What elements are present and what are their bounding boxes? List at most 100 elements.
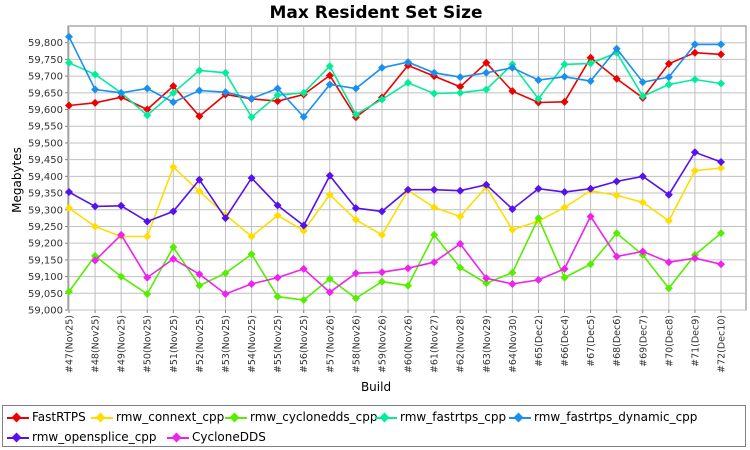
data-point-rmw-opensplice-cpp <box>377 207 386 216</box>
data-point-cyclonedds <box>664 258 673 267</box>
x-tick-label: #64(Nov30) <box>508 315 519 373</box>
data-point-rmw-cyclonedds-cpp <box>143 289 152 298</box>
axis-layer: 59,000 59,050 59,100 59,150 59,200 59,250 59,3… <box>28 38 728 373</box>
y-tick-label: 59,100 <box>28 272 63 283</box>
data-point-rmw-cyclonedds-cpp <box>273 292 282 301</box>
data-point-rmw-connext-cpp <box>612 191 621 200</box>
x-tick-label: #50(Nov25) <box>143 315 154 373</box>
legend-swatch-rmw-opensplice-cpp <box>7 432 29 443</box>
data-point-cyclonedds <box>482 274 491 283</box>
data-point-rmw-fastrtps-dynamic-cpp <box>377 63 386 72</box>
data-point-rmw-opensplice-cpp <box>117 201 126 210</box>
data-point-rmw-fastrtps-dynamic-cpp <box>117 88 126 97</box>
data-point-rmw-fastrtps-dynamic-cpp <box>717 40 725 49</box>
data-point-rmw-fastrtps-cpp <box>91 70 100 79</box>
x-tick-label: #71(Dec9) <box>690 315 701 367</box>
data-point-rmw-connext-cpp <box>430 203 439 212</box>
data-point-rmw-cyclonedds-cpp <box>169 243 178 252</box>
data-point-rmw-fastrtps-dynamic-cpp <box>143 84 152 93</box>
data-point-rmw-fastrtps-dynamic-cpp <box>534 76 543 85</box>
data-point-rmw-opensplice-cpp <box>325 171 334 180</box>
x-tick-label: #61(Nov27) <box>430 315 441 373</box>
data-point-cyclonedds <box>586 212 595 221</box>
data-point-rmw-fastrtps-cpp <box>430 89 439 98</box>
data-point-cyclonedds <box>247 279 256 288</box>
legend-label: rmw_opensplice_cpp <box>32 430 157 444</box>
data-point-rmw-fastrtps-cpp <box>325 62 334 71</box>
data-point-rmw-cyclonedds-cpp <box>377 277 386 286</box>
data-point-cyclonedds <box>91 256 100 265</box>
data-point-rmw-fastrtps-cpp <box>143 111 152 120</box>
data-point-rmw-cyclonedds-cpp <box>534 214 543 223</box>
data-point-rmw-cyclonedds-cpp <box>221 269 230 278</box>
data-point-cyclonedds <box>325 288 334 297</box>
data-point-rmw-connext-cpp <box>299 226 308 235</box>
data-point-cyclonedds <box>351 269 360 278</box>
data-point-rmw-fastrtps-cpp <box>273 91 282 100</box>
legend-item-rmw-fastrtps-cpp: rmw_fastrtps_cpp <box>375 410 506 424</box>
legend-label: FastRTPS <box>32 410 86 424</box>
data-point-rmw-cyclonedds-cpp <box>247 250 256 259</box>
x-tick-label: #63(Nov29) <box>482 315 493 373</box>
y-tick-label: 59,750 <box>28 55 63 66</box>
data-point-rmw-opensplice-cpp <box>404 185 413 194</box>
data-point-rmw-cyclonedds-cpp <box>456 263 465 272</box>
x-tick-label: #72(Dec10) <box>717 315 728 373</box>
data-point-cyclonedds <box>690 254 699 263</box>
data-point-cyclonedds <box>377 268 386 277</box>
x-tick-label: #52(Nov25) <box>195 315 206 373</box>
x-tick-label: #56(Nov25) <box>299 315 310 373</box>
data-point-rmw-connext-cpp <box>508 225 517 234</box>
data-point-rmw-fastrtps-dynamic-cpp <box>456 73 465 82</box>
data-point-rmw-opensplice-cpp <box>65 188 73 197</box>
legend-label: rmw_connext_cpp <box>116 410 225 424</box>
x-tick-label: #58(Nov26) <box>351 315 362 373</box>
y-tick-label: 59,500 <box>28 138 63 149</box>
data-point-rmw-fastrtps-dynamic-cpp <box>430 68 439 77</box>
data-point-fastrtps <box>482 58 491 67</box>
x-tick-label: #65(Dec2) <box>534 315 545 367</box>
data-point-rmw-fastrtps-cpp <box>377 95 386 104</box>
data-point-fastrtps <box>65 101 73 110</box>
chart-title: Max Resident Set Size <box>270 3 483 23</box>
data-point-rmw-opensplice-cpp <box>690 148 699 157</box>
data-point-rmw-fastrtps-dynamic-cpp <box>690 40 699 49</box>
data-point-rmw-fastrtps-cpp <box>456 88 465 97</box>
data-point-cyclonedds <box>404 264 413 273</box>
data-point-rmw-fastrtps-dynamic-cpp <box>247 94 256 103</box>
x-tick-label: #57(Nov26) <box>325 315 336 373</box>
legend-item-rmw-opensplice-cpp: rmw_opensplice_cpp <box>7 430 157 444</box>
data-point-rmw-cyclonedds-cpp <box>612 229 621 238</box>
data-point-fastrtps <box>612 74 621 83</box>
data-point-rmw-fastrtps-dynamic-cpp <box>664 73 673 82</box>
series-line-fastrtps <box>68 51 722 119</box>
data-point-rmw-cyclonedds-cpp <box>508 268 517 277</box>
data-point-rmw-cyclonedds-cpp <box>404 281 413 290</box>
data-point-rmw-connext-cpp <box>195 187 204 196</box>
y-tick-label: 59,200 <box>28 239 63 250</box>
legend-swatch-rmw-connext-cpp <box>91 412 113 423</box>
legend-swatch-rmw-cyclonedds-cpp <box>225 412 247 423</box>
legend-item-rmw-connext-cpp: rmw_connext_cpp <box>91 410 224 424</box>
data-point-cyclonedds <box>195 270 204 279</box>
data-point-rmw-opensplice-cpp <box>273 201 282 210</box>
data-point-rmw-fastrtps-dynamic-cpp <box>482 68 491 77</box>
data-point-cyclonedds <box>560 264 569 273</box>
data-point-fastrtps <box>325 71 334 80</box>
data-point-rmw-fastrtps-cpp <box>482 85 491 94</box>
data-point-rmw-opensplice-cpp <box>247 174 256 183</box>
data-point-rmw-opensplice-cpp <box>664 190 673 199</box>
data-point-fastrtps <box>273 97 282 106</box>
data-point-rmw-fastrtps-cpp <box>65 58 73 67</box>
data-point-rmw-opensplice-cpp <box>169 207 178 216</box>
data-point-cyclonedds <box>117 230 126 239</box>
data-point-rmw-cyclonedds-cpp <box>664 284 673 293</box>
legend-swatch-fastrtps <box>7 412 29 423</box>
data-point-rmw-cyclonedds-cpp <box>351 294 360 303</box>
data-point-rmw-cyclonedds-cpp <box>430 230 439 239</box>
data-point-rmw-connext-cpp <box>143 232 152 241</box>
y-tick-label: 59,400 <box>28 172 63 183</box>
data-point-rmw-fastrtps-dynamic-cpp <box>612 44 621 53</box>
data-point-rmw-fastrtps-dynamic-cpp <box>273 84 282 93</box>
